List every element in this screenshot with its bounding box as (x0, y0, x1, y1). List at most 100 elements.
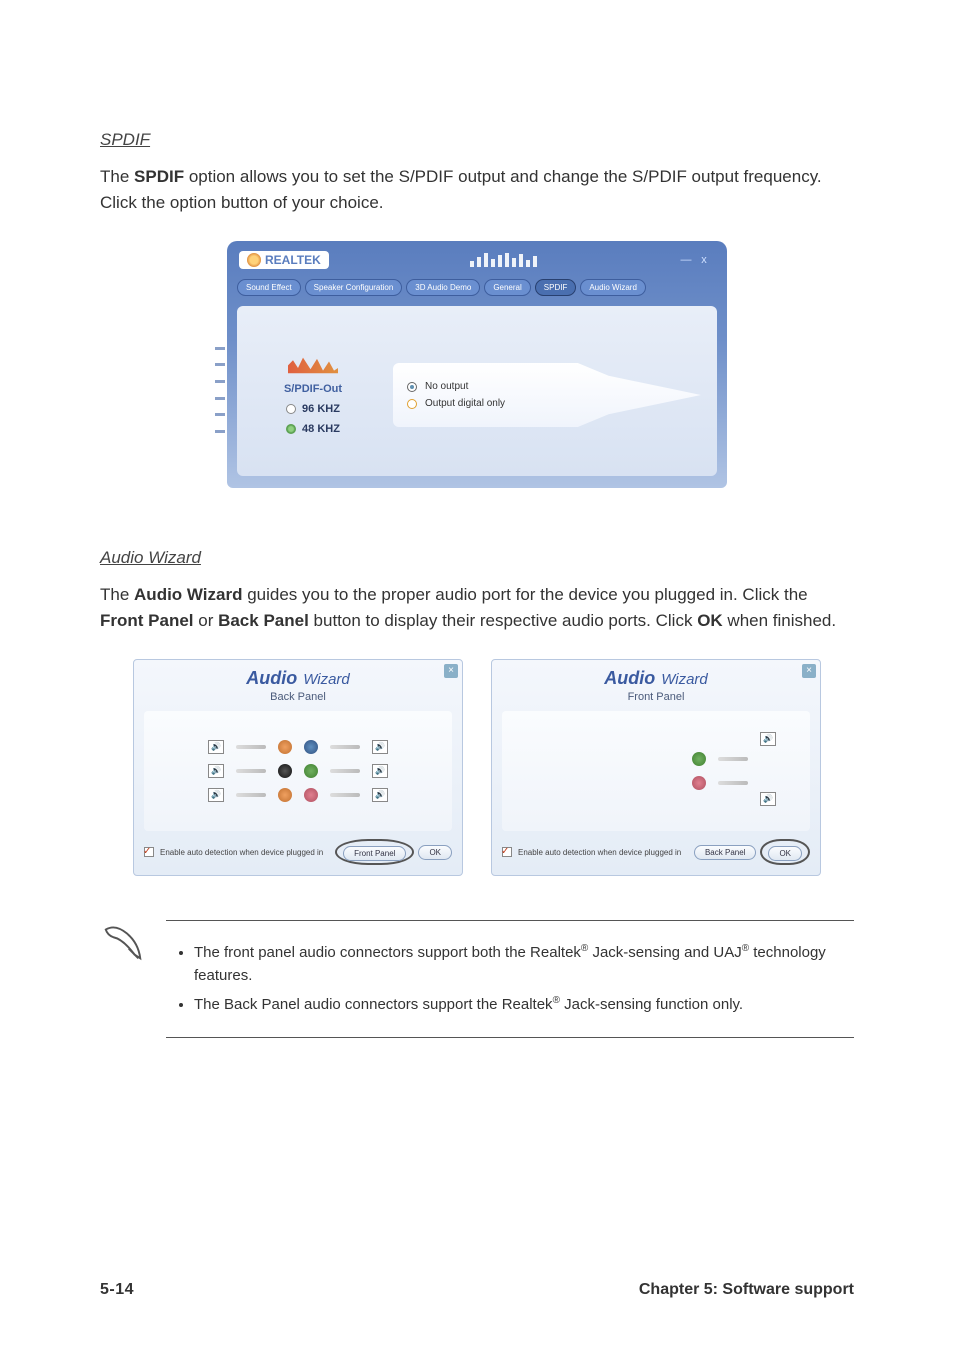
output-no-output[interactable]: No output (407, 381, 687, 392)
plug-icon (718, 757, 748, 761)
output-digital-only[interactable]: Output digital only (407, 398, 687, 409)
checkbox-icon (144, 847, 154, 857)
text-bold: Audio Wizard (134, 585, 242, 604)
spdif-paragraph: The SPDIF option allows you to set the S… (100, 164, 854, 215)
tab-speaker-configuration[interactable]: Speaker Configuration (305, 279, 403, 296)
wizard-footer: Enable auto detection when device plugge… (502, 839, 810, 865)
freq-48khz[interactable]: 48 KHZ (253, 423, 373, 435)
text: The (100, 585, 134, 604)
freq-96khz[interactable]: 96 KHZ (253, 403, 373, 415)
tab-sound-effect[interactable]: Sound Effect (237, 279, 301, 296)
speaker-icon: 🔊 (372, 788, 388, 802)
plug-icon (236, 769, 266, 773)
sup: ® (553, 995, 560, 1006)
text-bold: Back Panel (218, 611, 309, 630)
jack-blue[interactable] (304, 740, 318, 754)
side-slots-decoration (215, 340, 225, 440)
button-group: Back Panel OK (694, 839, 810, 865)
note-icon (100, 920, 146, 971)
jack-pink[interactable] (304, 788, 318, 802)
wizard-title: Audio Wizard (502, 668, 810, 689)
note-box: The front panel audio connectors support… (100, 920, 854, 1038)
circled-annotation: Front Panel (335, 839, 414, 865)
jack-row: 🔊 🔊 (208, 764, 388, 778)
checkbox-label: Enable auto detection when device plugge… (518, 848, 681, 857)
tab-3d-audio-demo[interactable]: 3D Audio Demo (406, 279, 480, 296)
jack-orange[interactable] (278, 740, 292, 754)
wizard-title-2: Wizard (303, 671, 350, 688)
realtek-label: REALTEK (265, 253, 321, 267)
realtek-brand: REALTEK (239, 251, 329, 269)
text: option allows you to set the S/PDIF outp… (100, 167, 822, 212)
text-bold: Front Panel (100, 611, 194, 630)
jack-row: 🔊 (516, 752, 796, 766)
minimize-button[interactable]: — (679, 254, 693, 266)
auto-detect-checkbox[interactable]: Enable auto detection when device plugge… (144, 847, 323, 857)
jack-orange[interactable] (278, 788, 292, 802)
auto-detect-checkbox[interactable]: Enable auto detection when device plugge… (502, 847, 681, 857)
text: guides you to the proper audio port for … (242, 585, 807, 604)
text-bold: OK (697, 611, 723, 630)
checkbox-label: Enable auto detection when device plugge… (160, 848, 323, 857)
wizard-back-panel: × Audio Wizard Back Panel 🔊 🔊 🔊 (133, 659, 463, 876)
jack-green[interactable] (692, 752, 706, 766)
jack-green[interactable] (304, 764, 318, 778)
plug-icon (330, 769, 360, 773)
chapter-title: Chapter 5: Software support (639, 1281, 854, 1299)
plug-icon (718, 781, 748, 785)
speaker-icon: 🔊 (372, 764, 388, 778)
text: The front panel audio connectors support… (194, 944, 581, 961)
wizard-body: 🔊 🔊 (502, 711, 810, 831)
radio-icon (407, 399, 417, 409)
speaker-icon: 🔊 (372, 740, 388, 754)
mic-icon: 🔊 (760, 792, 776, 806)
tab-general[interactable]: General (484, 279, 530, 296)
jack-row: 🔊 🔊 (208, 788, 388, 802)
radio-icon (407, 382, 417, 392)
wizard-front-panel: × Audio Wizard Front Panel 🔊 🔊 (491, 659, 821, 876)
front-panel-label: Front Panel (502, 691, 810, 703)
freq-label: 96 KHZ (302, 403, 340, 415)
button-group: Front Panel OK (335, 839, 452, 865)
front-panel-button[interactable]: Front Panel (343, 846, 406, 861)
output-options: No output Output digital only (393, 363, 701, 427)
tab-audio-wizard[interactable]: Audio Wizard (580, 279, 646, 296)
spdif-section: SPDIF The SPDIF option allows you to set… (100, 130, 854, 488)
text: Jack-sensing and UAJ (588, 944, 741, 961)
jack-row: 🔊 🔊 (208, 740, 388, 754)
text: or (194, 611, 219, 630)
close-button[interactable]: x (697, 254, 711, 266)
jack-pink[interactable] (692, 776, 706, 790)
jack-black[interactable] (278, 764, 292, 778)
tab-spdif[interactable]: SPDIF (535, 279, 577, 296)
plug-icon (236, 793, 266, 797)
speaker-icon: 🔊 (760, 732, 776, 746)
wizard-body: 🔊 🔊 🔊 🔊 🔊 (144, 711, 452, 831)
plug-icon (330, 745, 360, 749)
tabs-row: Sound Effect Speaker Configuration 3D Au… (237, 279, 717, 296)
sup: ® (742, 943, 749, 954)
wizard-title-1: Audio (604, 668, 655, 689)
text-bold: SPDIF (134, 167, 184, 186)
circled-annotation: OK (760, 839, 810, 865)
wizard-footer: Enable auto detection when device plugge… (144, 839, 452, 865)
back-panel-button[interactable]: Back Panel (694, 845, 756, 860)
page-number: 5-14 (100, 1281, 134, 1299)
close-icon[interactable]: × (444, 664, 458, 678)
ok-button[interactable]: OK (768, 846, 802, 861)
wizard-heading: Audio Wizard (100, 548, 854, 568)
close-icon[interactable]: × (802, 664, 816, 678)
speaker-icon: 🔊 (208, 764, 224, 778)
ok-button[interactable]: OK (418, 845, 452, 860)
equalizer-decoration (339, 253, 669, 267)
wizard-screenshots-row: × Audio Wizard Back Panel 🔊 🔊 🔊 (100, 659, 854, 876)
wizard-paragraph: The Audio Wizard guides you to the prope… (100, 582, 854, 633)
freq-label: 48 KHZ (302, 423, 340, 435)
text: when finished. (723, 611, 836, 630)
audio-wizard-section: Audio Wizard The Audio Wizard guides you… (100, 548, 854, 876)
wizard-title-1: Audio (246, 668, 297, 689)
text: Jack-sensing function only. (560, 996, 743, 1013)
text: The Back Panel audio connectors support … (194, 996, 553, 1013)
text: button to display their respective audio… (309, 611, 697, 630)
plug-icon (236, 745, 266, 749)
